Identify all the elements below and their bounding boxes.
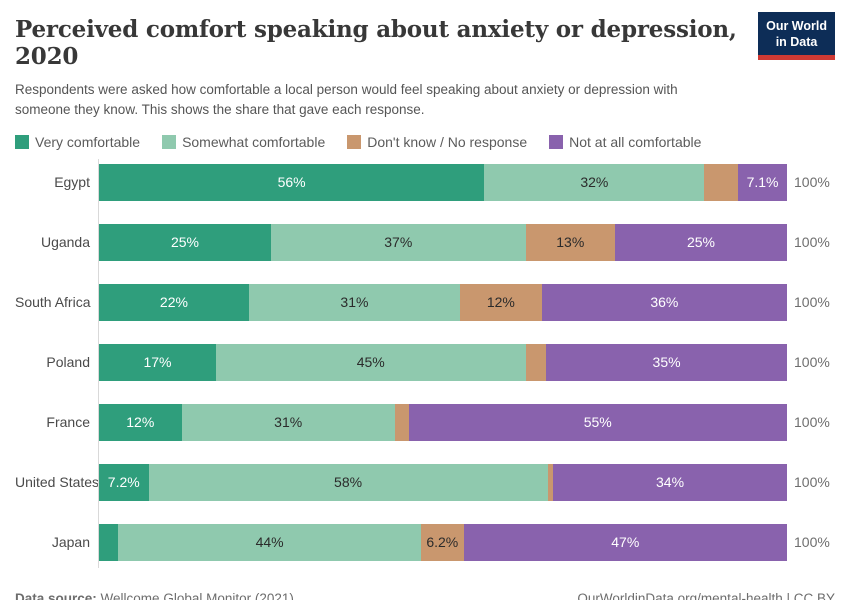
legend-label: Not at all comfortable <box>569 133 702 150</box>
bar-segment-somewhat-comfortable[interactable]: 45% <box>215 343 526 381</box>
data-source-label: Data source: <box>15 590 97 600</box>
bar-total-label: 100% <box>794 414 830 430</box>
bar-segment-don-t-know-no-response[interactable] <box>704 163 739 201</box>
bar-segment-don-t-know-no-response[interactable] <box>525 343 547 381</box>
owid-logo-line2: in Data <box>775 34 818 49</box>
legend-item-somewhat-comfortable[interactable]: Somewhat comfortable <box>162 134 325 150</box>
data-source: Data source: Wellcome Global Monitor (20… <box>15 591 294 600</box>
stacked-bar: 56% 32% 7.1% <box>99 163 787 201</box>
legend-item-very-comfortable[interactable]: Very comfortable <box>15 134 140 150</box>
legend: Very comfortable Somewhat comfortable Don'… <box>15 134 835 150</box>
attribution-link[interactable]: OurWorldinData.org/mental-health | CC BY <box>577 590 835 600</box>
country-label: United States <box>15 474 100 490</box>
legend-swatch-icon <box>347 134 362 149</box>
stacked-bar: 22% 31% 12% 36% <box>99 283 787 321</box>
bar-segment-very-comfortable[interactable]: 7.2% <box>99 463 149 501</box>
legend-label: Very comfortable <box>35 133 141 150</box>
bar-segment-don-t-know-no-response[interactable] <box>394 403 409 441</box>
bar-row-south-africa: South Africa 22% 31% 12% 36% 100% <box>15 283 835 321</box>
legend-label: Somewhat comfortable <box>182 133 326 150</box>
legend-swatch-icon <box>162 134 177 149</box>
bar-total-label: 100% <box>794 294 830 310</box>
bar-total-label: 100% <box>794 174 830 190</box>
stacked-bar-chart: Egypt 56% 32% 7.1% 100% Uganda 25% 37% 13% 25% 100… <box>15 158 835 568</box>
stacked-bar: 12% 31% 55% <box>99 403 787 441</box>
bar-row-egypt: Egypt 56% 32% 7.1% 100% <box>15 163 835 201</box>
bar-row-uganda: Uganda 25% 37% 13% 25% 100% <box>15 223 835 261</box>
bar-segment-not-at-all-comfortable[interactable]: 55% <box>408 403 787 441</box>
bar-row-united-states: United States 7.2% 58% 34% 100% <box>15 463 835 501</box>
country-label: Poland <box>46 354 90 370</box>
bar-row-france: France 12% 31% 55% 100% <box>15 403 835 441</box>
bar-segment-very-comfortable[interactable]: 17% <box>99 343 216 381</box>
stacked-bar: 7.2% 58% 34% <box>99 463 787 501</box>
stacked-bar: 44% 6.2% 47% <box>99 523 787 561</box>
bar-row-japan: Japan 44% 6.2% 47% 100% <box>15 523 835 561</box>
bar-segment-don-t-know-no-response[interactable]: 6.2% <box>420 523 464 561</box>
bar-segment-somewhat-comfortable[interactable]: 37% <box>271 223 526 261</box>
owid-logo[interactable]: Our World in Data <box>758 12 835 61</box>
chart-footer: Data source: Wellcome Global Monitor (20… <box>15 591 835 600</box>
owid-logo-line1: Our World <box>766 19 827 33</box>
legend-swatch-icon <box>549 134 564 149</box>
bar-total-label: 100% <box>794 534 830 550</box>
country-label: Japan <box>51 534 90 550</box>
stacked-bar: 17% 45% 35% <box>99 343 787 381</box>
country-label: Egypt <box>54 174 90 190</box>
y-axis-line <box>98 158 99 568</box>
legend-swatch-icon <box>15 134 29 149</box>
bar-segment-not-at-all-comfortable[interactable]: 47% <box>463 523 787 561</box>
bar-segment-not-at-all-comfortable[interactable]: 35% <box>546 343 787 381</box>
page-title: Perceived comfort speaking about anxiety… <box>15 16 737 70</box>
bar-segment-not-at-all-comfortable[interactable]: 7.1% <box>738 163 787 201</box>
bar-segment-very-comfortable[interactable] <box>99 523 119 561</box>
bar-segment-somewhat-comfortable[interactable]: 44% <box>118 523 421 561</box>
legend-item-not-at-all-comfortable[interactable]: Not at all comfortable <box>549 134 701 150</box>
bar-segment-very-comfortable[interactable]: 12% <box>99 403 182 441</box>
bar-total-label: 100% <box>794 354 830 370</box>
bar-segment-don-t-know-no-response[interactable] <box>547 463 554 501</box>
data-source-value: Wellcome Global Monitor (2021) <box>100 590 294 600</box>
chart-header: Perceived comfort speaking about anxiety… <box>15 10 835 80</box>
bar-segment-somewhat-comfortable[interactable]: 58% <box>148 463 548 501</box>
bar-segment-don-t-know-no-response[interactable]: 12% <box>460 283 542 321</box>
chart-rows: Egypt 56% 32% 7.1% 100% Uganda 25% 37% 13% 25% 100… <box>15 163 835 561</box>
stacked-bar: 25% 37% 13% 25% <box>99 223 787 261</box>
bar-segment-very-comfortable[interactable]: 56% <box>99 163 485 201</box>
bar-segment-not-at-all-comfortable[interactable]: 34% <box>553 463 787 501</box>
country-label: Uganda <box>40 234 90 250</box>
legend-item-don-t-know-no-response[interactable]: Don't know / No response <box>347 134 527 150</box>
bar-segment-not-at-all-comfortable[interactable]: 36% <box>541 283 787 321</box>
country-label: South Africa <box>15 294 91 310</box>
bar-segment-very-comfortable[interactable]: 25% <box>99 223 271 261</box>
bar-segment-very-comfortable[interactable]: 22% <box>99 283 249 321</box>
legend-label: Don't know / No response <box>367 133 528 150</box>
bar-segment-somewhat-comfortable[interactable]: 31% <box>248 283 461 321</box>
bar-segment-somewhat-comfortable[interactable]: 31% <box>181 403 395 441</box>
bar-row-poland: Poland 17% 45% 35% 100% <box>15 343 835 381</box>
bar-segment-don-t-know-no-response[interactable]: 13% <box>525 223 615 261</box>
bar-total-label: 100% <box>794 474 830 490</box>
chart-subtitle: Respondents were asked how comfortable a… <box>15 82 678 118</box>
bar-segment-somewhat-comfortable[interactable]: 32% <box>484 163 705 201</box>
bar-segment-not-at-all-comfortable[interactable]: 25% <box>614 223 787 261</box>
bar-total-label: 100% <box>794 234 830 250</box>
country-label: France <box>46 414 90 430</box>
